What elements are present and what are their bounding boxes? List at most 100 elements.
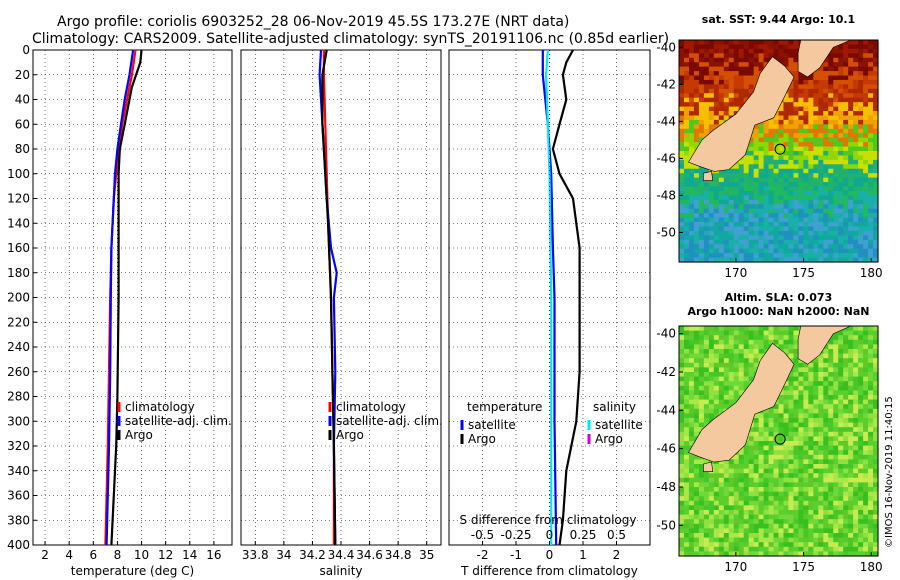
map-cell bbox=[703, 213, 710, 219]
map-cell bbox=[873, 491, 879, 497]
map-cell bbox=[758, 500, 765, 506]
tick-label-y: 320 bbox=[7, 439, 30, 453]
map-cell bbox=[753, 190, 760, 196]
map-cell bbox=[753, 477, 760, 483]
map-cell bbox=[688, 133, 695, 139]
map-cell bbox=[863, 468, 869, 474]
map-cell bbox=[773, 459, 780, 465]
map-cell bbox=[813, 523, 819, 529]
map-cell bbox=[838, 395, 844, 401]
map-cell bbox=[763, 230, 770, 236]
map-cell bbox=[788, 253, 795, 259]
map-cell bbox=[843, 523, 849, 529]
map-cell bbox=[733, 40, 740, 46]
map-cell bbox=[783, 164, 790, 170]
map-cell bbox=[748, 40, 755, 46]
map-cell bbox=[843, 404, 849, 410]
map-cell bbox=[848, 190, 854, 196]
map-cell bbox=[718, 235, 725, 241]
map-cell bbox=[718, 551, 725, 557]
map-cell bbox=[753, 257, 760, 263]
map-cell bbox=[788, 390, 795, 396]
map-cell bbox=[798, 445, 804, 451]
map-cell bbox=[808, 79, 814, 85]
map-cell bbox=[868, 168, 874, 174]
map-cell bbox=[733, 542, 740, 548]
map-cell bbox=[798, 381, 804, 387]
map-cell bbox=[698, 505, 705, 511]
map-cell bbox=[693, 106, 700, 112]
map-cell bbox=[838, 208, 844, 214]
map-cell bbox=[838, 115, 844, 121]
map-cell bbox=[833, 519, 839, 525]
map-cell bbox=[758, 450, 765, 456]
map-cell bbox=[688, 195, 695, 201]
map-cell bbox=[808, 182, 814, 188]
map-cell bbox=[763, 53, 770, 59]
map-cell bbox=[823, 468, 829, 474]
map-cell bbox=[703, 335, 710, 341]
map-cell bbox=[743, 473, 750, 479]
map-cell bbox=[858, 487, 864, 493]
map-cell bbox=[843, 146, 849, 152]
map-cell bbox=[828, 376, 834, 382]
map-cell bbox=[818, 546, 824, 552]
map-cell bbox=[863, 239, 869, 245]
map-cell bbox=[728, 177, 735, 183]
map-cell bbox=[803, 404, 809, 410]
map-cell bbox=[838, 133, 844, 139]
map-cell bbox=[713, 519, 720, 525]
map-cell bbox=[738, 381, 745, 387]
map-cell bbox=[728, 500, 735, 506]
map-cell bbox=[688, 146, 695, 152]
map-cell bbox=[793, 155, 799, 161]
map-cell bbox=[833, 491, 839, 497]
map-cell bbox=[688, 93, 695, 99]
map-cell bbox=[713, 523, 720, 529]
map-cell bbox=[858, 537, 864, 543]
map-cell bbox=[833, 190, 839, 196]
map-cell bbox=[763, 248, 770, 254]
argo-position-marker bbox=[774, 143, 786, 155]
map-cell bbox=[793, 235, 799, 241]
map-cell bbox=[833, 133, 839, 139]
map-cell bbox=[683, 40, 690, 46]
map-cell bbox=[823, 376, 829, 382]
map-cell bbox=[858, 514, 864, 520]
map-cell bbox=[813, 441, 819, 447]
map-cell bbox=[713, 93, 720, 99]
map-cell bbox=[773, 505, 780, 511]
map-cell bbox=[848, 473, 854, 479]
map-cell bbox=[813, 204, 819, 210]
map-cell bbox=[858, 119, 864, 125]
map-cell bbox=[873, 404, 879, 410]
map-cell bbox=[718, 528, 725, 534]
map-cell bbox=[823, 79, 829, 85]
map-cell bbox=[679, 542, 685, 548]
top-tick-label: 0.5 bbox=[607, 528, 626, 542]
map-cell bbox=[733, 235, 740, 241]
map-cell bbox=[853, 537, 859, 543]
map-cell bbox=[783, 102, 790, 108]
map-cell bbox=[728, 230, 735, 236]
map-cell bbox=[798, 182, 804, 188]
map-cell bbox=[838, 164, 844, 170]
map-cell bbox=[838, 53, 844, 59]
map-cell bbox=[688, 177, 695, 183]
map-cell bbox=[783, 330, 790, 336]
map-cell bbox=[723, 177, 730, 183]
map-cell bbox=[828, 93, 834, 99]
legend-label: climatology bbox=[336, 400, 406, 414]
map-cell bbox=[748, 431, 755, 437]
map-cell bbox=[863, 146, 869, 152]
map-cell bbox=[798, 464, 804, 470]
map-cell bbox=[843, 57, 849, 63]
map-cell bbox=[813, 173, 819, 179]
map-cell bbox=[693, 454, 700, 460]
map-cell bbox=[723, 477, 730, 483]
map-cell bbox=[763, 177, 770, 183]
map-cell bbox=[798, 427, 804, 433]
map-cell bbox=[823, 159, 829, 165]
map-cell bbox=[788, 381, 795, 387]
